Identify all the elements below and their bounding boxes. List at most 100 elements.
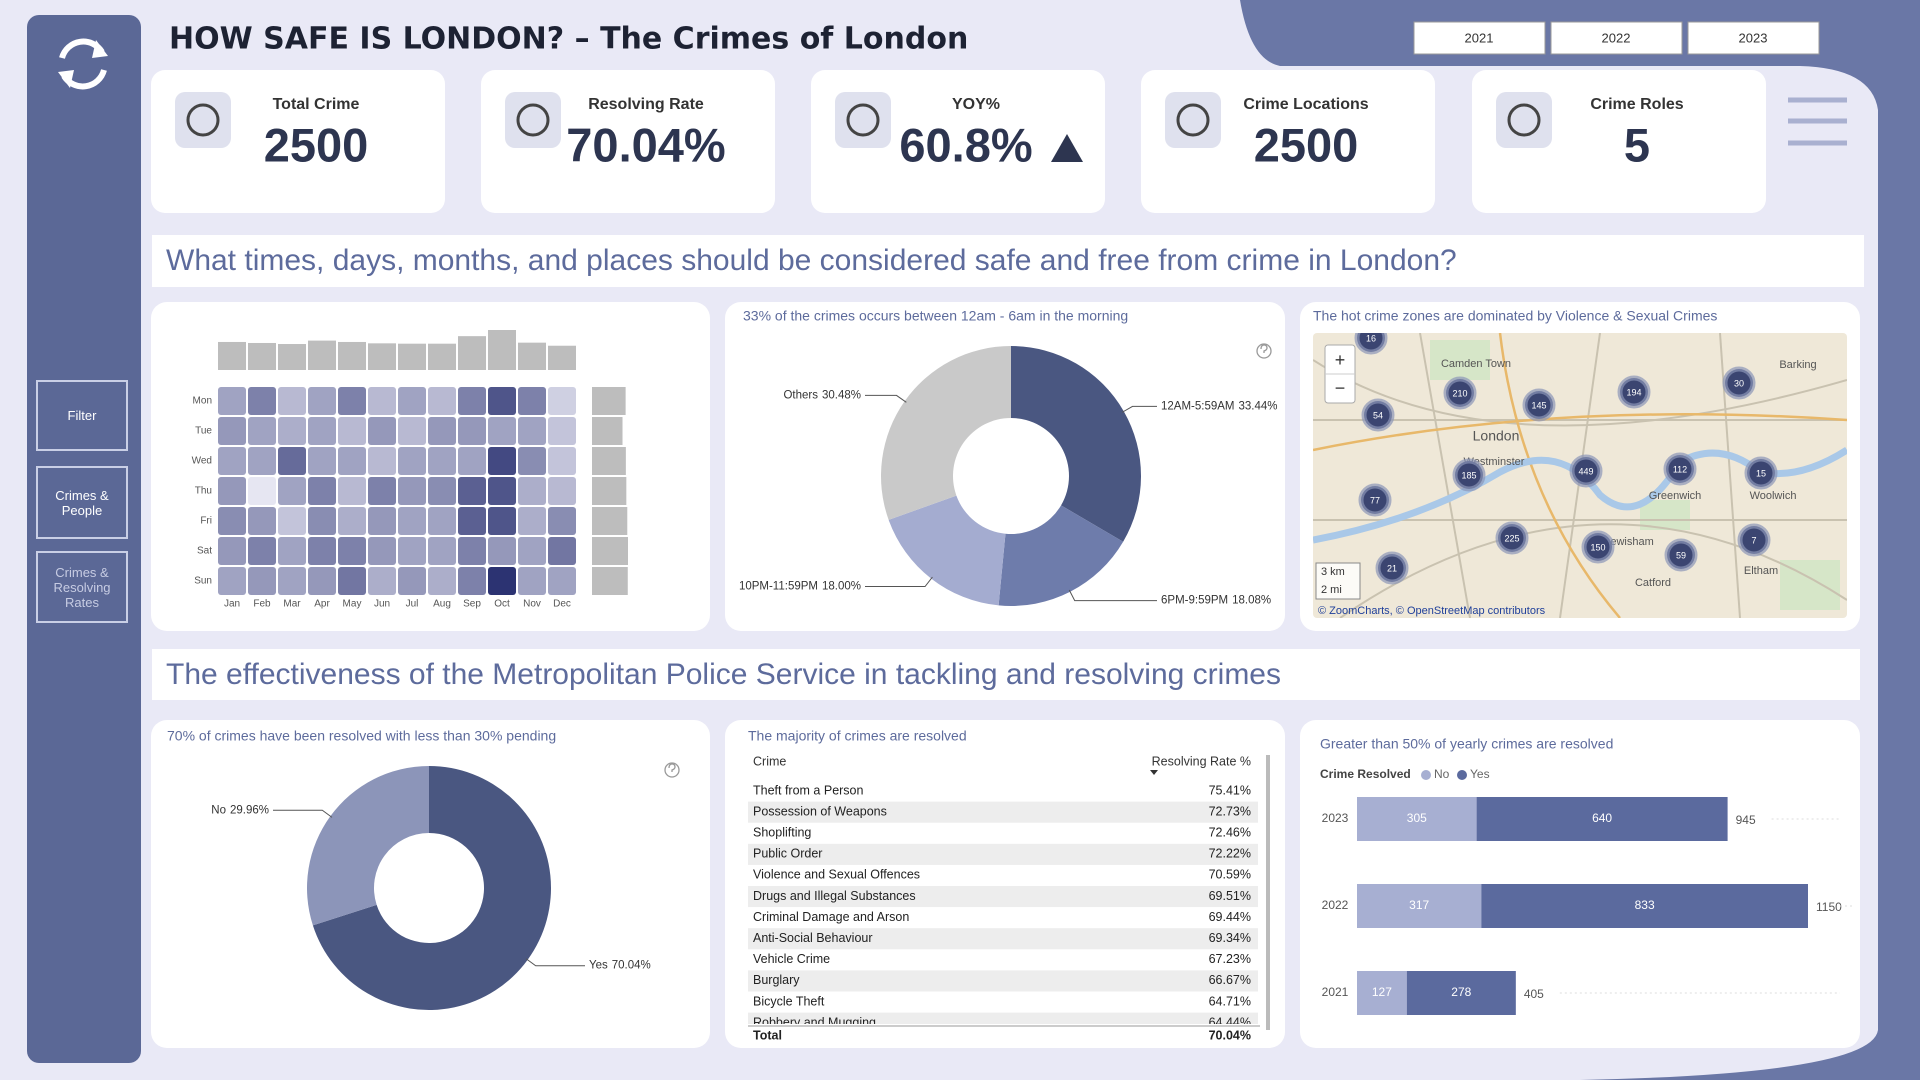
cluster-bubble[interactable] [1737,523,1771,557]
cluster-bubble[interactable] [1744,456,1778,490]
segment-label: 317 [1409,898,1429,912]
row-stripe [748,801,1258,823]
zoom-control[interactable] [1324,344,1356,404]
legend-label: Yes [1470,767,1490,781]
bar-segment [1357,971,1407,1015]
kpi-icon-glyph [516,103,550,137]
row-stripe [748,1012,1258,1024]
kpi-icon [1165,92,1221,148]
slice-label: 10PM-11:59PM 18.00% [739,581,861,593]
heat-cell [488,537,516,565]
total-label: 405 [1524,987,1544,1001]
heat-cell [278,477,306,505]
month-label: Apr [314,599,330,610]
cluster-bubble[interactable] [1664,538,1698,572]
year-button[interactable] [1687,21,1820,55]
cluster-bubble[interactable] [1722,366,1756,400]
cluster-bubble[interactable] [1617,375,1651,409]
nav-button[interactable]: Crimes & People [36,466,128,539]
table-cell: Anti-Social Behaviour [753,931,873,945]
slice-category: No [211,804,226,816]
heat-cell [248,387,276,415]
leader-line [273,809,333,818]
cluster-bubble[interactable] [1375,551,1409,585]
month-label: Oct [494,599,510,610]
table-cell: 72.22% [1209,847,1251,861]
slice-category: Yes [589,960,608,972]
cluster-bubble[interactable] [1569,454,1603,488]
nav-button[interactable]: Crimes & Resolving Rates [36,551,128,623]
heat-cell [218,447,246,475]
cluster-bubble[interactable] [1354,324,1388,355]
month-total-bar [428,343,456,370]
day-label: Sat [197,546,212,557]
heat-cell [458,447,486,475]
segment-label: 305 [1407,811,1427,825]
cluster-bubble[interactable] [1581,530,1615,564]
legend-title: Crime Resolved [1320,767,1411,781]
heat-cell [308,447,336,475]
help-icon[interactable] [664,343,1272,778]
month-label: Feb [253,599,271,610]
cluster-bubble[interactable] [1522,388,1556,422]
bar-segment [1357,884,1482,928]
kpi-icon-glyph [846,103,880,137]
row-stripe [748,970,1258,992]
section-title: The effectiveness of the Metropolitan Po… [166,658,1281,691]
park [1430,340,1490,380]
heat-cell [518,417,546,445]
heat-cell [308,537,336,565]
slice-category: 6PM-9:59PM [1161,595,1228,607]
heat-cell [218,507,246,535]
heat-cell [248,417,276,445]
cluster-label: 30 [1734,378,1744,388]
heat-cell [488,567,516,595]
cluster-label: 225 [1504,533,1519,543]
heat-cell [428,477,456,505]
menu-icon[interactable] [1788,97,1847,146]
cluster-bubble[interactable] [1358,483,1392,517]
heat-cell [488,417,516,445]
cluster-bubble[interactable] [1663,452,1697,486]
cluster-bubble[interactable] [1452,458,1486,492]
kpi-icon-glyph [1176,103,1210,137]
year-button[interactable] [1550,21,1683,55]
kpi-icon-glyph [1507,103,1541,137]
heat-cell [428,507,456,535]
refresh-icon[interactable] [58,38,108,90]
cluster-bubble[interactable] [1443,376,1477,410]
zoom-in[interactable]: + [1335,350,1346,370]
column-header: Crime [753,754,786,768]
yoy-up-arrow [1051,134,1083,162]
heat-cell [278,417,306,445]
cluster-bubble[interactable] [1495,521,1529,555]
nav-button[interactable]: Filter [36,380,128,451]
table-cell: 72.46% [1209,825,1251,839]
place-label: Greenwich [1649,490,1702,502]
total-label: 945 [1736,813,1756,827]
zoom-out[interactable]: − [1335,378,1346,398]
cluster-bubble[interactable] [1361,398,1395,432]
day-label: Sun [194,576,212,587]
day-total-bar [592,477,627,505]
heat-cell [398,477,426,505]
month-total-bar [398,343,426,370]
cluster-label: 21 [1387,563,1397,573]
bar-segment [1406,971,1516,1015]
sort-arrow[interactable] [1150,770,1158,775]
kpi-value: 60.8% [899,118,1032,171]
total-cell: 70.04% [1209,1028,1251,1042]
month-label: Jul [406,599,419,610]
donut-slice [1011,346,1142,542]
heat-cell [248,447,276,475]
day-total-bar [592,417,623,445]
heat-cell [338,387,366,415]
heat-cell [458,387,486,415]
heat-cell [338,567,366,595]
map-scale: 2 mi [1321,584,1342,596]
year-button[interactable] [1413,21,1546,55]
heat-cell [248,477,276,505]
leader-line [1068,589,1157,602]
segment-label: 278 [1451,985,1471,999]
row-stripe [748,843,1258,865]
